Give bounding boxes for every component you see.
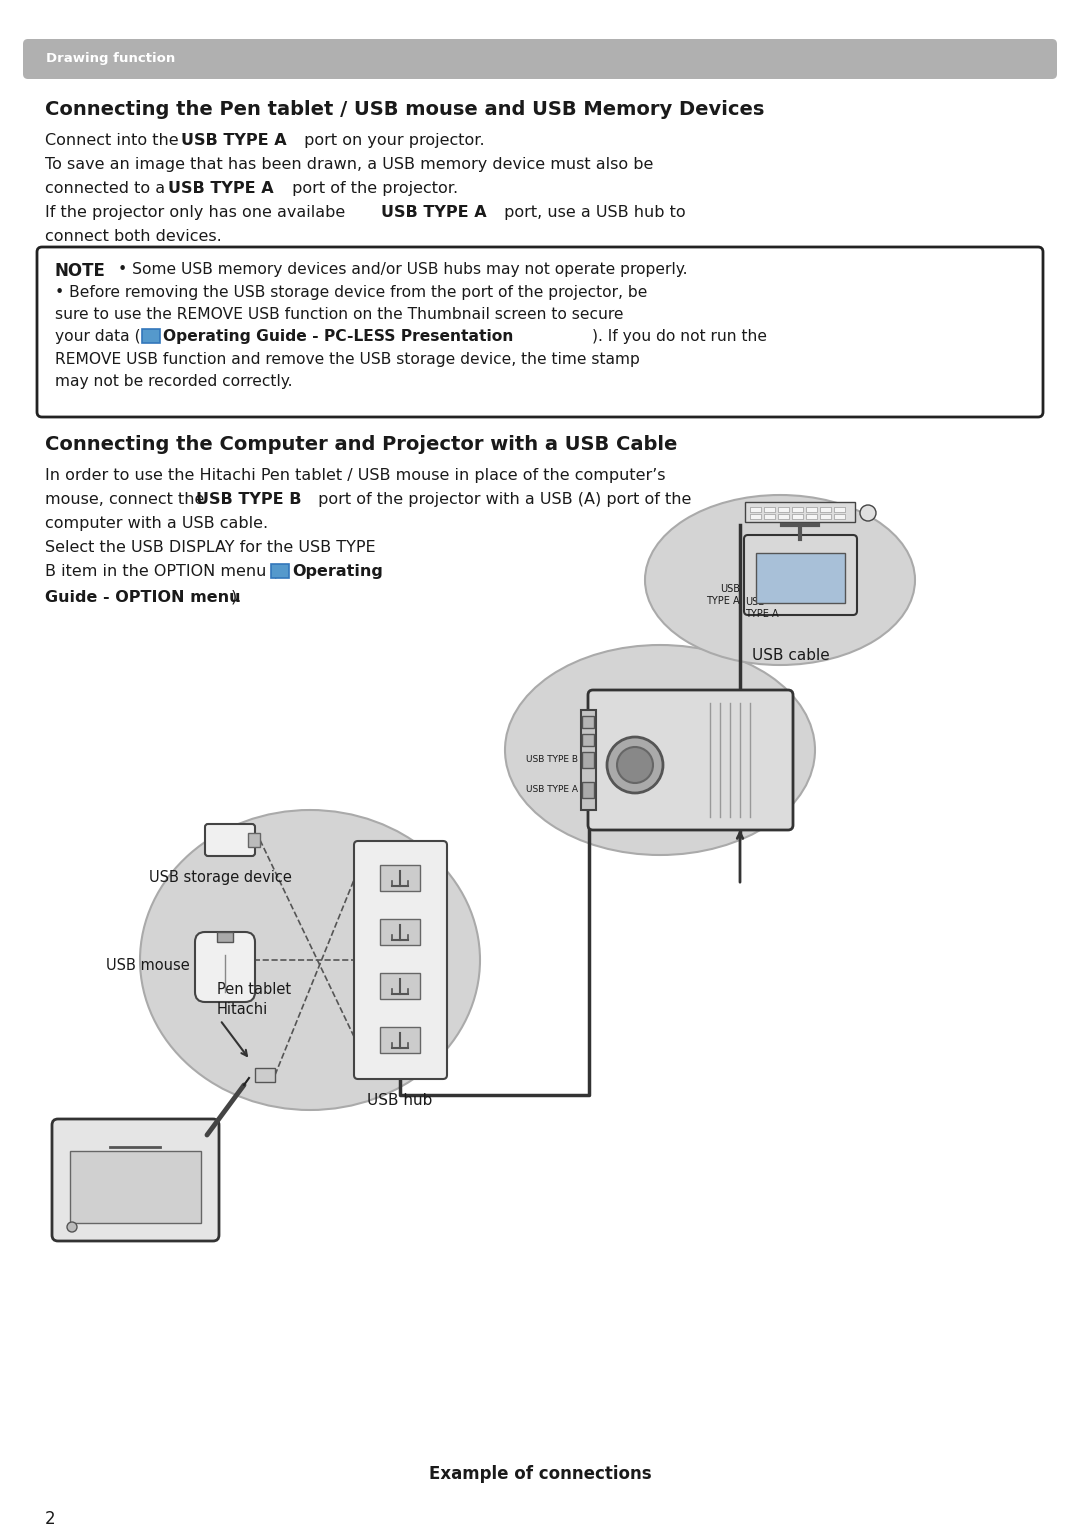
Bar [806, 515, 816, 519]
Bar [380, 1026, 420, 1052]
Text: USB mouse: USB mouse [106, 958, 190, 973]
Text: To save an image that has been drawn, a USB memory device must also be: To save an image that has been drawn, a … [45, 156, 653, 172]
Text: Pen tablet: Pen tablet [217, 982, 292, 997]
Text: your data (: your data ( [55, 329, 140, 345]
Text: Drawing function: Drawing function [46, 52, 175, 64]
Bar [582, 734, 594, 746]
FancyBboxPatch shape [141, 328, 160, 343]
Text: USB TYPE B: USB TYPE B [526, 755, 578, 764]
Text: • Some USB memory devices and/or USB hubs may not operate properly.: • Some USB memory devices and/or USB hub… [118, 262, 688, 277]
Bar [778, 507, 789, 512]
Text: port, use a USB hub to: port, use a USB hub to [499, 205, 686, 221]
Bar [582, 752, 594, 768]
Circle shape [617, 748, 653, 783]
Text: port of the projector.: port of the projector. [287, 181, 458, 196]
Bar [750, 515, 761, 519]
Text: Example of connections: Example of connections [429, 1465, 651, 1483]
Text: Connecting the Pen tablet / USB mouse and USB Memory Devices: Connecting the Pen tablet / USB mouse an… [45, 100, 765, 119]
Bar [756, 553, 845, 604]
FancyBboxPatch shape [37, 247, 1043, 417]
Bar [834, 515, 845, 519]
Text: USB TYPE A: USB TYPE A [381, 205, 487, 221]
Circle shape [67, 1223, 77, 1232]
Text: REMOVE USB function and remove the USB storage device, the time stamp: REMOVE USB function and remove the USB s… [55, 352, 639, 368]
Bar [380, 973, 420, 999]
Ellipse shape [645, 495, 915, 665]
Text: USB TYPE B: USB TYPE B [195, 492, 301, 507]
Bar [750, 507, 761, 512]
Text: Guide - OPTION menu: Guide - OPTION menu [45, 590, 241, 605]
Bar [70, 1151, 201, 1223]
Text: In order to use the Hitachi Pen tablet / USB mouse in place of the computer’s: In order to use the Hitachi Pen tablet /… [45, 467, 665, 483]
Text: NOTE: NOTE [55, 262, 106, 280]
Text: connect both devices.: connect both devices. [45, 228, 221, 244]
FancyBboxPatch shape [52, 1118, 219, 1241]
Text: USB
TYPE A: USB TYPE A [706, 584, 740, 605]
Bar [380, 866, 420, 892]
Bar [582, 715, 594, 728]
Text: Operating: Operating [292, 564, 383, 579]
Circle shape [607, 737, 663, 794]
Bar [764, 507, 775, 512]
Bar [792, 515, 804, 519]
Text: ).: ). [231, 590, 242, 605]
FancyBboxPatch shape [23, 38, 1057, 80]
Bar [834, 507, 845, 512]
Text: USB hub: USB hub [367, 1092, 433, 1108]
Text: USB TYPE A: USB TYPE A [181, 133, 286, 149]
Text: USB
TYPE A: USB TYPE A [745, 597, 779, 619]
Text: USB TYPE A: USB TYPE A [168, 181, 273, 196]
Bar [820, 515, 831, 519]
Bar [581, 709, 596, 810]
Text: Operating Guide - PC-LESS Presentation: Operating Guide - PC-LESS Presentation [163, 329, 513, 345]
Bar [582, 781, 594, 798]
Text: sure to use the REMOVE USB function on the Thumbnail screen to secure: sure to use the REMOVE USB function on t… [55, 306, 623, 322]
Text: port of the projector with a USB (A) port of the: port of the projector with a USB (A) por… [313, 492, 691, 507]
Text: • Before removing the USB storage device from the port of the projector, be: • Before removing the USB storage device… [55, 285, 647, 300]
Bar [248, 833, 260, 847]
FancyBboxPatch shape [744, 535, 858, 614]
Ellipse shape [140, 810, 480, 1111]
Text: Connecting the Computer and Projector with a USB Cable: Connecting the Computer and Projector wi… [45, 435, 677, 453]
FancyBboxPatch shape [205, 824, 255, 856]
FancyBboxPatch shape [354, 841, 447, 1079]
Text: USB TYPE A: USB TYPE A [526, 786, 578, 795]
Bar [820, 507, 831, 512]
Text: USB cable: USB cable [752, 648, 829, 662]
Text: Connect into the: Connect into the [45, 133, 184, 149]
FancyBboxPatch shape [195, 931, 255, 1002]
Text: If the projector only has one availabe: If the projector only has one availabe [45, 205, 350, 221]
Text: port on your projector.: port on your projector. [299, 133, 485, 149]
Ellipse shape [505, 645, 815, 855]
Bar [217, 931, 233, 942]
Text: ). If you do not run the: ). If you do not run the [592, 329, 767, 345]
Bar [806, 507, 816, 512]
Text: Hitachi: Hitachi [217, 1002, 268, 1017]
Text: B item in the OPTION menu (: B item in the OPTION menu ( [45, 564, 278, 579]
Bar [764, 515, 775, 519]
Bar [255, 1068, 275, 1082]
Text: may not be recorded correctly.: may not be recorded correctly. [55, 374, 293, 389]
Bar [778, 515, 789, 519]
Text: Select the USB DISPLAY for the USB TYPE: Select the USB DISPLAY for the USB TYPE [45, 539, 376, 555]
FancyBboxPatch shape [270, 564, 288, 578]
Text: 2: 2 [45, 1511, 56, 1527]
Text: computer with a USB cable.: computer with a USB cable. [45, 516, 268, 532]
Text: mouse, connect the: mouse, connect the [45, 492, 210, 507]
Bar [745, 502, 855, 522]
Text: USB storage device: USB storage device [149, 870, 292, 885]
Bar [792, 507, 804, 512]
Bar [380, 919, 420, 945]
Text: connected to a: connected to a [45, 181, 171, 196]
Circle shape [860, 506, 876, 521]
FancyBboxPatch shape [588, 689, 793, 830]
